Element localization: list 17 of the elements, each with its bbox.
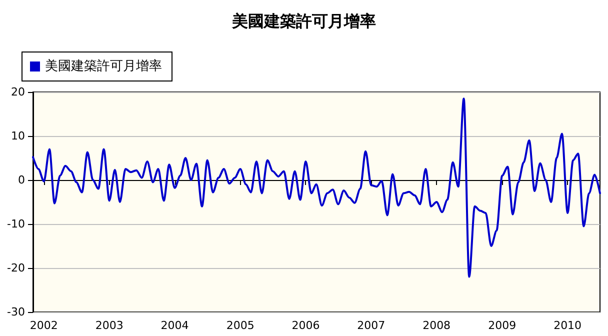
x-tick-label: 2003 <box>95 319 124 332</box>
y-tick-label: 0 <box>18 174 25 186</box>
legend-label: 美國建築許可月增率 <box>45 58 162 74</box>
chart-title: 美國建築許可月增率 <box>231 12 376 30</box>
x-tick-label: 2010 <box>554 319 582 332</box>
y-tick-label: 20 <box>11 86 25 98</box>
x-tick-label: 2006 <box>292 319 320 332</box>
x-tick-label: 2005 <box>226 319 254 332</box>
x-tick-label: 2009 <box>488 319 516 332</box>
y-tick-label: -30 <box>7 306 25 318</box>
x-tick-label: 2007 <box>357 319 386 332</box>
x-tick-label: 2008 <box>422 319 451 332</box>
x-tick-label: 2004 <box>160 319 189 332</box>
y-tick-label: -20 <box>7 262 25 274</box>
y-tick-label: 10 <box>11 130 25 142</box>
x-tick-label: 2002 <box>30 319 58 332</box>
y-tick-label: -10 <box>7 218 25 230</box>
